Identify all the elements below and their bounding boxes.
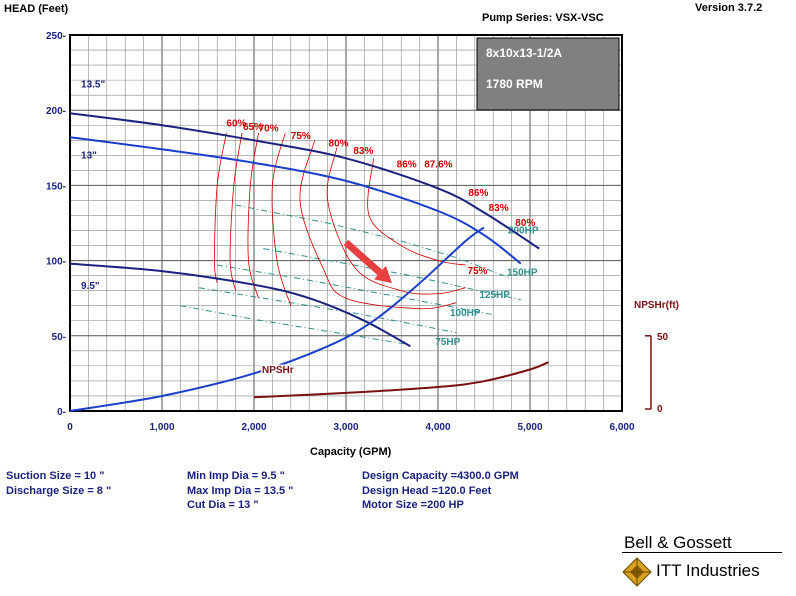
- suction-size: Suction Size = 10 ": [6, 470, 105, 482]
- x-axis-title: Capacity (GPM): [310, 446, 392, 458]
- hp-label: 150HP: [507, 268, 538, 279]
- x-tick-label: 0: [67, 422, 73, 433]
- motor-size: Motor Size =200 HP: [362, 499, 464, 511]
- hp-label: 100HP: [450, 308, 481, 319]
- efficiency-label: 70%: [259, 123, 279, 134]
- efficiency-label: 87.6%: [424, 159, 452, 170]
- y-tick-label: 200-: [46, 106, 66, 117]
- efficiency-contour: [367, 158, 466, 266]
- efficiency-label: 80%: [515, 218, 535, 229]
- efficiency-contour: [326, 147, 466, 295]
- efficiency-label: 75%: [467, 266, 487, 277]
- x-tick-label: 6,000: [609, 422, 634, 433]
- logo-bottom-text: ITT Industries: [656, 561, 760, 580]
- discharge-size: Discharge Size = 8 ": [6, 485, 112, 497]
- logo-top-text: Bell & Gossett: [624, 533, 732, 552]
- plot-border: [69, 34, 623, 412]
- npsh-tick-label: 0: [657, 404, 663, 415]
- y-tick-label: 100-: [46, 257, 66, 268]
- x-tick-label: 3,000: [333, 422, 358, 433]
- efficiency-label: 80%: [329, 138, 349, 149]
- axis-ticks: 0 1,000 2,000 3,000 4,000 5,000 6,000 0- 50- 100-…: [46, 31, 635, 433]
- npsh-group: NPSHr(ft) 50 0 NPSHr: [253, 300, 679, 415]
- version-label: Version 3.7.2: [695, 2, 763, 14]
- efficiency-contours: 60%65%70%75%80%83%86% 87.6%86%83%80%75%: [213, 119, 535, 310]
- logo-divider: [622, 552, 782, 553]
- impeller-label: 13": [81, 150, 97, 161]
- x-tick-label: 1,000: [149, 422, 174, 433]
- impeller-label: 13.5": [81, 80, 105, 91]
- y-tick-label: 150-: [46, 181, 66, 192]
- efficiency-label: 83%: [489, 203, 509, 214]
- info-box: [476, 37, 620, 111]
- efficiency-contour: [213, 132, 227, 284]
- impeller-curves: 13.5" 13" 9.5": [69, 80, 540, 348]
- efficiency-contour: [247, 132, 259, 299]
- efficiency-label: 75%: [291, 131, 311, 142]
- cut-dia: Cut Dia = 13 ": [187, 499, 259, 511]
- hp-line: [235, 204, 512, 280]
- efficiency-contour: [271, 132, 292, 306]
- company-logo: Bell & Gossett ITT Industries: [618, 530, 786, 590]
- y-tick-label: 0-: [57, 407, 66, 418]
- design-capacity: Design Capacity =4300.0 GPM: [362, 470, 519, 482]
- efficiency-label: 86%: [397, 159, 417, 170]
- efficiency-label: 86%: [468, 188, 488, 199]
- y-axis-title: HEAD (Feet): [4, 3, 69, 15]
- max-imp-dia: Max Imp Dia = 13.5 ": [187, 485, 294, 497]
- x-tick-label: 2,000: [241, 422, 266, 433]
- impeller-curve: [69, 112, 540, 250]
- y-tick-label: 50-: [52, 332, 66, 343]
- design-point-arrowhead: [374, 265, 392, 284]
- hp-line: [180, 305, 411, 346]
- min-imp-dia: Min Imp Dia = 9.5 ": [187, 470, 285, 482]
- efficiency-contour: [229, 132, 243, 291]
- x-tick-label: 5,000: [517, 422, 542, 433]
- hp-label: 125HP: [479, 290, 510, 301]
- hp-label: 75HP: [435, 337, 460, 348]
- impeller-curve: [69, 262, 411, 348]
- efficiency-label: 60%: [226, 119, 246, 130]
- hp-line: [217, 264, 494, 316]
- efficiency-label: 83%: [353, 146, 373, 157]
- impeller-curve: [69, 136, 522, 265]
- x-tick-label: 4,000: [425, 422, 450, 433]
- hp-label: 200HP: [508, 226, 539, 237]
- itt-diamond-icon: [622, 557, 652, 587]
- hp-line: [198, 287, 457, 334]
- info-box-model: 8x10x13-1/2A: [486, 46, 562, 60]
- y-tick-label: 250-: [46, 31, 66, 42]
- design-point-arrow: [343, 239, 383, 276]
- design-head: Design Head =120.0 Feet: [362, 485, 492, 497]
- pump-series-label: Pump Series: VSX-VSC: [482, 12, 604, 24]
- system-curve: [69, 226, 485, 412]
- impeller-label: 9.5": [81, 281, 100, 292]
- npsh-curve-label: NPSHr: [262, 365, 294, 376]
- info-box-speed: 1780 RPM: [486, 77, 543, 91]
- npsh-axis-label: NPSHr(ft): [634, 300, 679, 311]
- efficiency-label: 65%: [243, 122, 263, 133]
- efficiency-contour: [299, 140, 457, 310]
- npsh-tick-label: 50: [657, 332, 669, 343]
- system-curve-group: [69, 226, 485, 412]
- npsh-curve: [253, 361, 549, 399]
